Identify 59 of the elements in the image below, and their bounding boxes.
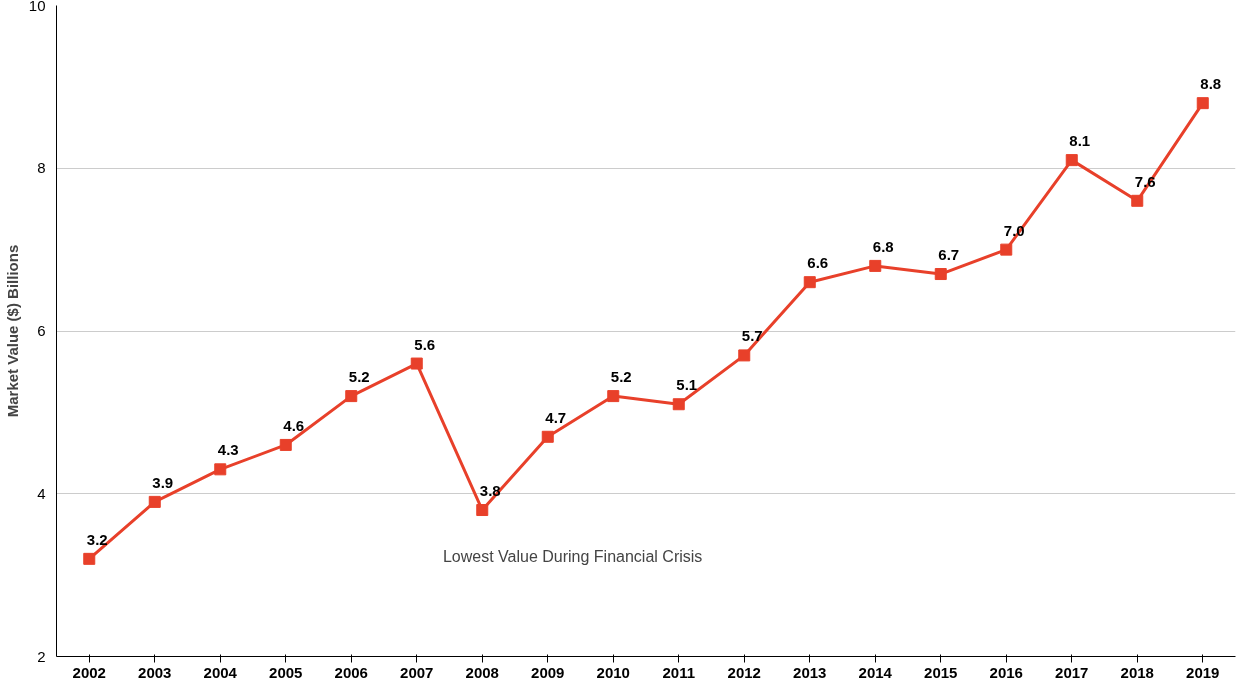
x-tick-label: 2013 — [793, 663, 827, 681]
y-tick-label: 2 — [37, 647, 46, 665]
text: 5.7 — [741, 327, 763, 345]
point — [672, 398, 685, 411]
x-tick-label: 2012 — [727, 663, 761, 681]
point — [541, 430, 554, 443]
text: 3.9 — [152, 473, 174, 491]
x-tick-label: 2005 — [269, 663, 303, 681]
text: 3.2 — [86, 530, 108, 548]
x-tick-label: 2011 — [662, 663, 696, 681]
point — [1131, 194, 1144, 207]
y-tick-label: 4 — [37, 484, 46, 502]
x-tick-label: 2002 — [72, 663, 106, 681]
point — [148, 495, 161, 508]
x-tick-label: 2019 — [1186, 663, 1220, 681]
point — [1065, 154, 1078, 167]
point — [345, 390, 358, 403]
x-tick-label: 2017 — [1055, 663, 1089, 681]
x-tick-label: 2004 — [203, 663, 238, 681]
text: 5.6 — [414, 335, 436, 353]
point — [738, 349, 751, 362]
annotation: Lowest Value During Financial Crisis — [442, 548, 703, 566]
point — [1000, 243, 1013, 256]
point — [83, 552, 96, 565]
x-tick-label: 2016 — [989, 663, 1023, 681]
y-tick-label: 10 — [28, 0, 46, 14]
point — [607, 390, 620, 403]
y-axis-title: Market Value ($) Billions — [3, 244, 21, 418]
text: 6.7 — [938, 246, 960, 264]
text: 4.3 — [217, 441, 239, 459]
point — [934, 268, 947, 281]
text: 4.6 — [283, 416, 305, 434]
text: 4.7 — [545, 408, 567, 426]
x-tick-label: 2009 — [531, 663, 565, 681]
point — [279, 438, 292, 451]
text: 6.6 — [807, 254, 829, 272]
point — [410, 357, 423, 370]
text: 8.8 — [1200, 75, 1222, 93]
x-tick-label: 2014 — [858, 663, 893, 681]
x-tick-label: 2018 — [1120, 663, 1154, 681]
text: 8.1 — [1069, 132, 1091, 150]
x-tick-label: 2008 — [465, 663, 499, 681]
point — [803, 276, 816, 289]
x-tick-label: 2015 — [924, 663, 958, 681]
point — [869, 259, 882, 272]
text: 5.1 — [676, 376, 698, 394]
text: 3.8 — [479, 482, 501, 500]
point — [214, 463, 227, 476]
y-tick-label: 6 — [37, 322, 46, 339]
point — [476, 504, 489, 517]
x-tick-label: 2006 — [334, 663, 368, 681]
text: 5.2 — [610, 368, 632, 386]
point — [1196, 97, 1209, 110]
text: 5.2 — [348, 368, 370, 386]
x-tick-label: 2010 — [596, 663, 630, 681]
x-tick-label: 2007 — [400, 663, 434, 681]
text: 6.8 — [872, 237, 894, 255]
x-tick-label: 2003 — [138, 663, 172, 681]
y-tick-label: 8 — [37, 159, 46, 177]
